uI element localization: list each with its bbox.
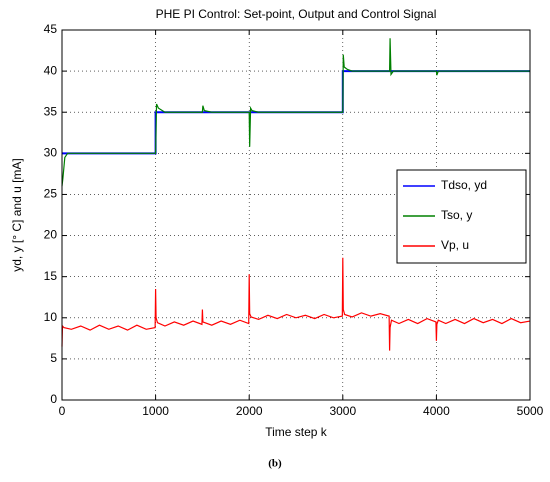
x-axis-label: Time step k (265, 425, 328, 439)
y-tick-label: 25 (44, 187, 58, 201)
y-tick-label: 5 (50, 351, 57, 365)
series-line (61, 257, 531, 351)
y-tick-label: 40 (44, 63, 58, 77)
x-tick-label: 4000 (423, 404, 450, 418)
legend-label: Vp, u (441, 238, 469, 252)
y-tick-label: 20 (44, 228, 58, 242)
y-tick-label: 45 (44, 22, 58, 36)
x-tick-label: 3000 (329, 404, 356, 418)
legend-label: Tdso, yd (441, 178, 487, 192)
plot-frame (61, 29, 531, 401)
x-tick-label: 5000 (517, 404, 544, 418)
y-tick-label: 30 (44, 146, 58, 160)
x-tick-label: 0 (59, 404, 66, 418)
series-line (61, 38, 530, 187)
figure-caption: (b) (268, 458, 282, 470)
x-tick-label: 1000 (142, 404, 169, 418)
x-tick-label: 2000 (236, 404, 263, 418)
y-tick-label: 35 (44, 104, 58, 118)
y-tick-label: 0 (50, 392, 57, 406)
y-axis-label: yd, y [° C] and u [mA] (10, 158, 24, 272)
y-tick-label: 10 (44, 310, 58, 324)
chart-title: PHE PI Control: Set-point, Output and Co… (156, 7, 437, 21)
legend-label: Tso, y (441, 208, 472, 222)
y-tick-label: 15 (44, 269, 58, 283)
